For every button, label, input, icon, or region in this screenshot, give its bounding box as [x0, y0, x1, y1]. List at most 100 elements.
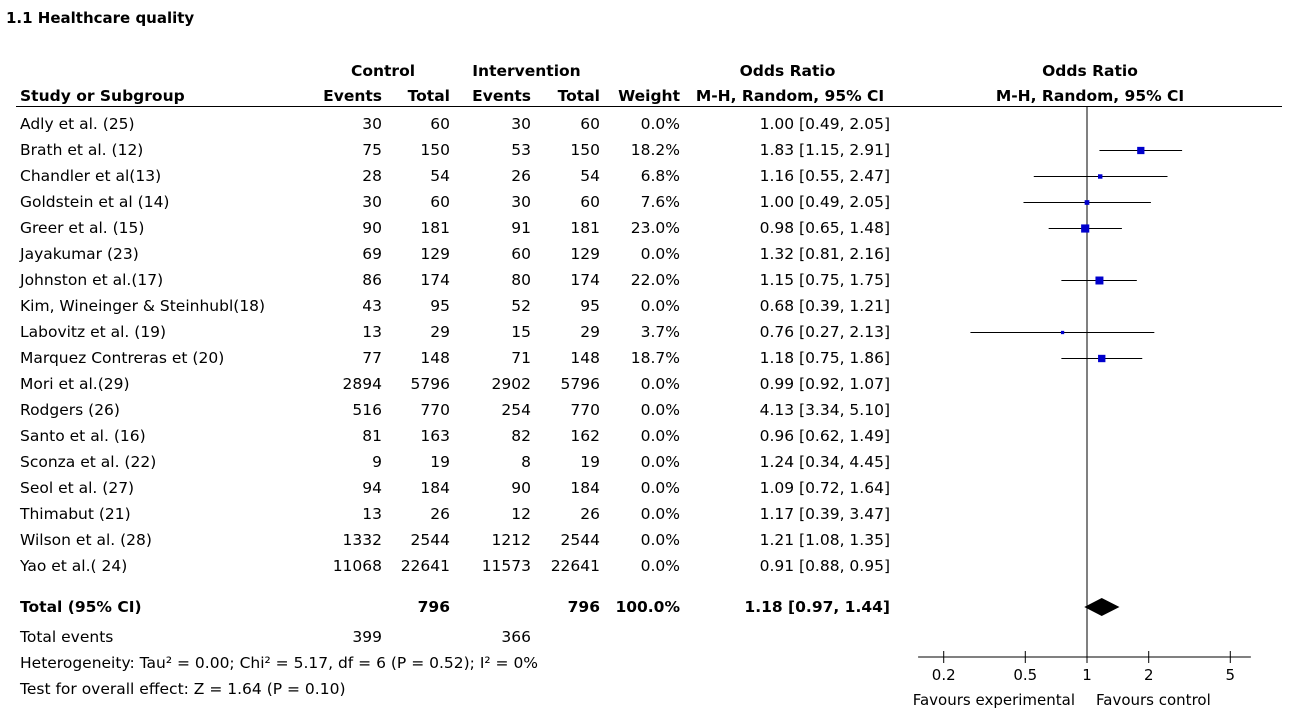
header-control: Control: [350, 62, 416, 80]
study-name: Labovitz et al. (19): [20, 323, 167, 341]
control-events: 9: [372, 453, 382, 471]
overall-effect-text: Test for overall effect: Z = 1.64 (P = 0…: [20, 680, 346, 698]
chart-title: 1.1 Healthcare quality: [6, 9, 195, 27]
favours-experimental-label: Favours experimental: [913, 691, 1075, 709]
study-ci: 0.91 [0.88, 0.95]: [759, 557, 890, 575]
intervention-events: 90: [511, 479, 531, 497]
study-ci: 0.96 [0.62, 1.49]: [759, 427, 890, 445]
control-events: 86: [362, 271, 382, 289]
intervention-events: 26: [511, 167, 531, 185]
control-total: 95: [430, 297, 450, 315]
intervention-total: 174: [570, 271, 600, 289]
control-events: 11068: [332, 557, 382, 575]
control-events: 2894: [342, 375, 382, 393]
intervention-total: 22641: [550, 557, 600, 575]
control-events: 13: [362, 505, 382, 523]
study-ci: 1.18 [0.75, 1.86]: [759, 349, 890, 367]
favours-control-label: Favours control: [1096, 691, 1211, 709]
intervention-total: 26: [580, 505, 600, 523]
study-weight: 0.0%: [640, 453, 680, 471]
study-weight: 0.0%: [640, 401, 680, 419]
study-ci: 1.32 [0.81, 2.16]: [759, 245, 890, 263]
study-weight: 0.0%: [640, 557, 680, 575]
x-tick-label: 0.2: [932, 666, 956, 684]
table-row: Seol et al. (27) 94 184 90 184 0.0% 1.09 [0.72…: [0, 479, 900, 505]
study-weight: 3.7%: [640, 323, 680, 341]
intervention-total: 181: [570, 219, 600, 237]
study-ci: 0.98 [0.65, 1.48]: [759, 219, 890, 237]
study-name: Seol et al. (27): [20, 479, 135, 497]
x-tick-label: 2: [1144, 666, 1154, 684]
intervention-total: 29: [580, 323, 600, 341]
study-name: Santo et al. (16): [20, 427, 146, 445]
study-weight: 23.0%: [630, 219, 680, 237]
study-ci: 1.17 [0.39, 3.47]: [759, 505, 890, 523]
study-weight: 22.0%: [630, 271, 680, 289]
study-name: Chandler et al(13): [20, 167, 162, 185]
study-name: Thimabut (21): [20, 505, 131, 523]
study-ci: 0.76 [0.27, 2.13]: [759, 323, 890, 341]
header-odds-ratio: Odds Ratio: [739, 62, 836, 80]
table-row: Sconza et al. (22) 9 19 8 19 0.0% 1.24 [0.34, …: [0, 453, 900, 479]
control-total: 770: [420, 401, 450, 419]
study-weight: 18.2%: [630, 141, 680, 159]
study-ci: 0.68 [0.39, 1.21]: [759, 297, 890, 315]
control-total: 22641: [400, 557, 450, 575]
header-rule: [16, 106, 1282, 107]
study-ci: 4.13 [3.34, 5.10]: [759, 401, 890, 419]
control-events: 43: [362, 297, 382, 315]
effect-marker: [1060, 330, 1065, 335]
study-name: Marquez Contreras et (20): [20, 349, 225, 367]
effect-marker: [1084, 200, 1090, 205]
total-label: Total (95% CI): [20, 598, 142, 616]
table-row: Johnston et al.(17) 86 174 80 174 22.0% 1.15 […: [0, 271, 900, 297]
intervention-total: 19: [580, 453, 600, 471]
study-ci: 1.15 [0.75, 1.75]: [759, 271, 890, 289]
study-ci: 1.83 [1.15, 2.91]: [759, 141, 890, 159]
total-events-control: 399: [352, 628, 382, 646]
heterogeneity-text: Heterogeneity: Tau² = 0.00; Chi² = 5.17,…: [20, 654, 539, 672]
intervention-events: 60: [511, 245, 531, 263]
control-total: 26: [430, 505, 450, 523]
intervention-events: 80: [511, 271, 531, 289]
control-total: 60: [430, 115, 450, 133]
control-events: 28: [362, 167, 382, 185]
intervention-events: 82: [511, 427, 531, 445]
x-tick-label: 0.5: [1013, 666, 1037, 684]
study-name: Yao et al.( 24): [20, 557, 128, 575]
control-total: 19: [430, 453, 450, 471]
control-total: 54: [430, 167, 450, 185]
intervention-events: 11573: [481, 557, 531, 575]
study-name: Greer et al. (15): [20, 219, 145, 237]
header-events-control: Events: [323, 87, 382, 105]
total-control: 796: [417, 598, 450, 616]
study-name: Sconza et al. (22): [20, 453, 157, 471]
x-tick-label: 5: [1226, 666, 1236, 684]
intervention-total: 60: [580, 193, 600, 211]
control-total: 60: [430, 193, 450, 211]
intervention-total: 770: [570, 401, 600, 419]
total-intervention: 796: [567, 598, 600, 616]
study-weight: 0.0%: [640, 531, 680, 549]
intervention-total: 60: [580, 115, 600, 133]
study-name: Adly et al. (25): [20, 115, 135, 133]
control-events: 90: [362, 219, 382, 237]
table-row: Goldstein et al (14) 30 60 30 60 7.6% 1.00 [0.…: [0, 193, 900, 219]
header-method: M-H, Random, 95% CI: [695, 87, 885, 105]
study-ci: 0.99 [0.92, 1.07]: [759, 375, 890, 393]
study-name: Johnston et al.(17): [20, 271, 164, 289]
intervention-events: 12: [511, 505, 531, 523]
study-name: Goldstein et al (14): [20, 193, 170, 211]
header-total-control: Total: [407, 87, 450, 105]
study-weight: 0.0%: [640, 375, 680, 393]
control-total: 150: [420, 141, 450, 159]
table-row: Wilson et al. (28) 1332 2544 1212 2544 0.0% 1.…: [0, 531, 900, 557]
effect-marker: [1137, 146, 1145, 155]
control-events: 516: [352, 401, 382, 419]
intervention-total: 148: [570, 349, 600, 367]
effect-marker: [1098, 354, 1106, 363]
intervention-total: 54: [580, 167, 600, 185]
table-row: Thimabut (21) 13 26 12 26 0.0% 1.17 [0.39, 3.4…: [0, 505, 900, 531]
table-row: Rodgers (26) 516 770 254 770 0.0% 4.13 [3.34, …: [0, 401, 900, 427]
study-weight: 0.0%: [640, 297, 680, 315]
